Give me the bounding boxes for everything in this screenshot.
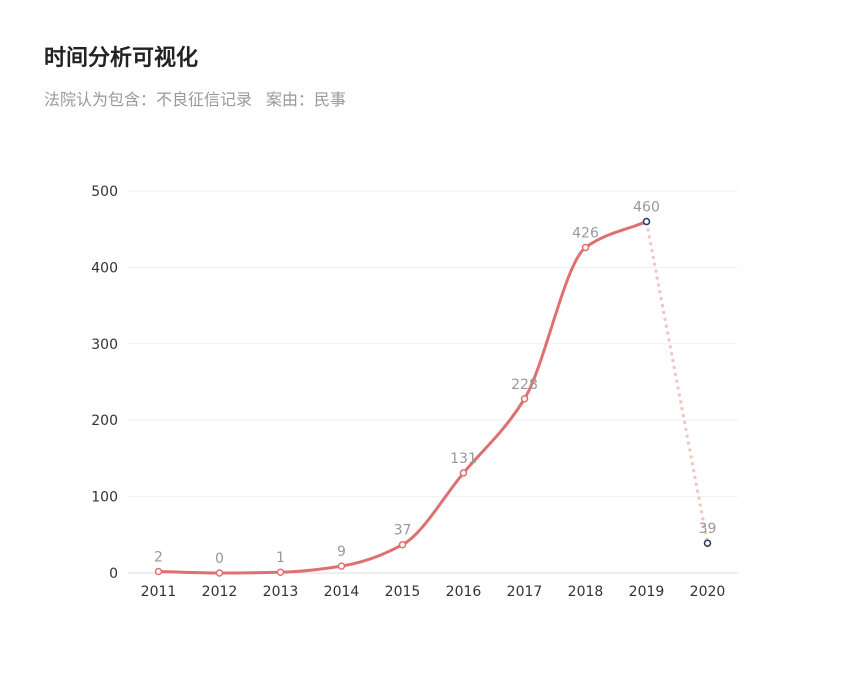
x-axis: 2011 2012 2013 2014 2015 2016 2017 2018 2019 2020 bbox=[141, 584, 726, 600]
data-point[interactable] bbox=[642, 217, 651, 226]
y-tick-label: 0 bbox=[109, 566, 118, 582]
x-tick-label: 2015 bbox=[385, 584, 421, 600]
data-point[interactable] bbox=[459, 469, 468, 477]
x-tick-label: 2020 bbox=[690, 584, 726, 600]
data-label: 9 bbox=[337, 544, 346, 560]
data-label: 37 bbox=[394, 523, 412, 539]
series-line bbox=[157, 220, 648, 575]
data-point[interactable] bbox=[337, 562, 346, 570]
data-label: 0 bbox=[215, 551, 224, 567]
filter-court: 法院认为包含：不良征信记录 bbox=[44, 90, 253, 109]
data-label: 39 bbox=[699, 521, 717, 537]
y-axis: 0 100 200 300 400 500 bbox=[91, 184, 118, 582]
y-tick-label: 300 bbox=[91, 337, 118, 353]
data-point[interactable] bbox=[581, 243, 590, 252]
data-label: 131 bbox=[450, 451, 477, 467]
y-tick-label: 200 bbox=[91, 413, 118, 429]
data-point[interactable] bbox=[520, 395, 529, 403]
data-point[interactable] bbox=[703, 539, 712, 547]
data-label: 228 bbox=[511, 377, 538, 393]
data-point[interactable] bbox=[215, 569, 224, 577]
x-tick-label: 2017 bbox=[507, 584, 543, 600]
x-tick-label: 2019 bbox=[629, 584, 665, 600]
data-label: 460 bbox=[633, 200, 660, 216]
x-tick-label: 2018 bbox=[568, 584, 604, 600]
data-point[interactable] bbox=[154, 567, 163, 576]
x-tick-label: 2016 bbox=[446, 584, 482, 600]
y-tick-label: 500 bbox=[91, 184, 118, 200]
y-tick-label: 100 bbox=[91, 490, 118, 506]
data-label: 2 bbox=[154, 549, 163, 565]
data-points[interactable] bbox=[154, 217, 712, 577]
data-labels: 2 0 1 9 37 131 228 426 460 39 bbox=[154, 200, 716, 567]
x-tick-label: 2011 bbox=[141, 584, 177, 600]
data-label: 426 bbox=[572, 226, 599, 242]
data-point[interactable] bbox=[276, 568, 285, 576]
series-layer bbox=[157, 220, 709, 575]
data-label: 1 bbox=[276, 550, 285, 566]
x-tick-label: 2012 bbox=[202, 584, 238, 600]
filter-case: 案由：民事 bbox=[266, 90, 347, 109]
filter-summary: 法院认为包含：不良征信记录 案由：民事 bbox=[44, 86, 346, 110]
page-title: 时间分析可视化 bbox=[44, 46, 199, 71]
x-tick-label: 2013 bbox=[263, 584, 299, 600]
y-tick-label: 400 bbox=[91, 260, 118, 276]
projected-line bbox=[645, 221, 709, 544]
data-point[interactable] bbox=[398, 540, 407, 549]
x-tick-label: 2014 bbox=[324, 584, 360, 600]
